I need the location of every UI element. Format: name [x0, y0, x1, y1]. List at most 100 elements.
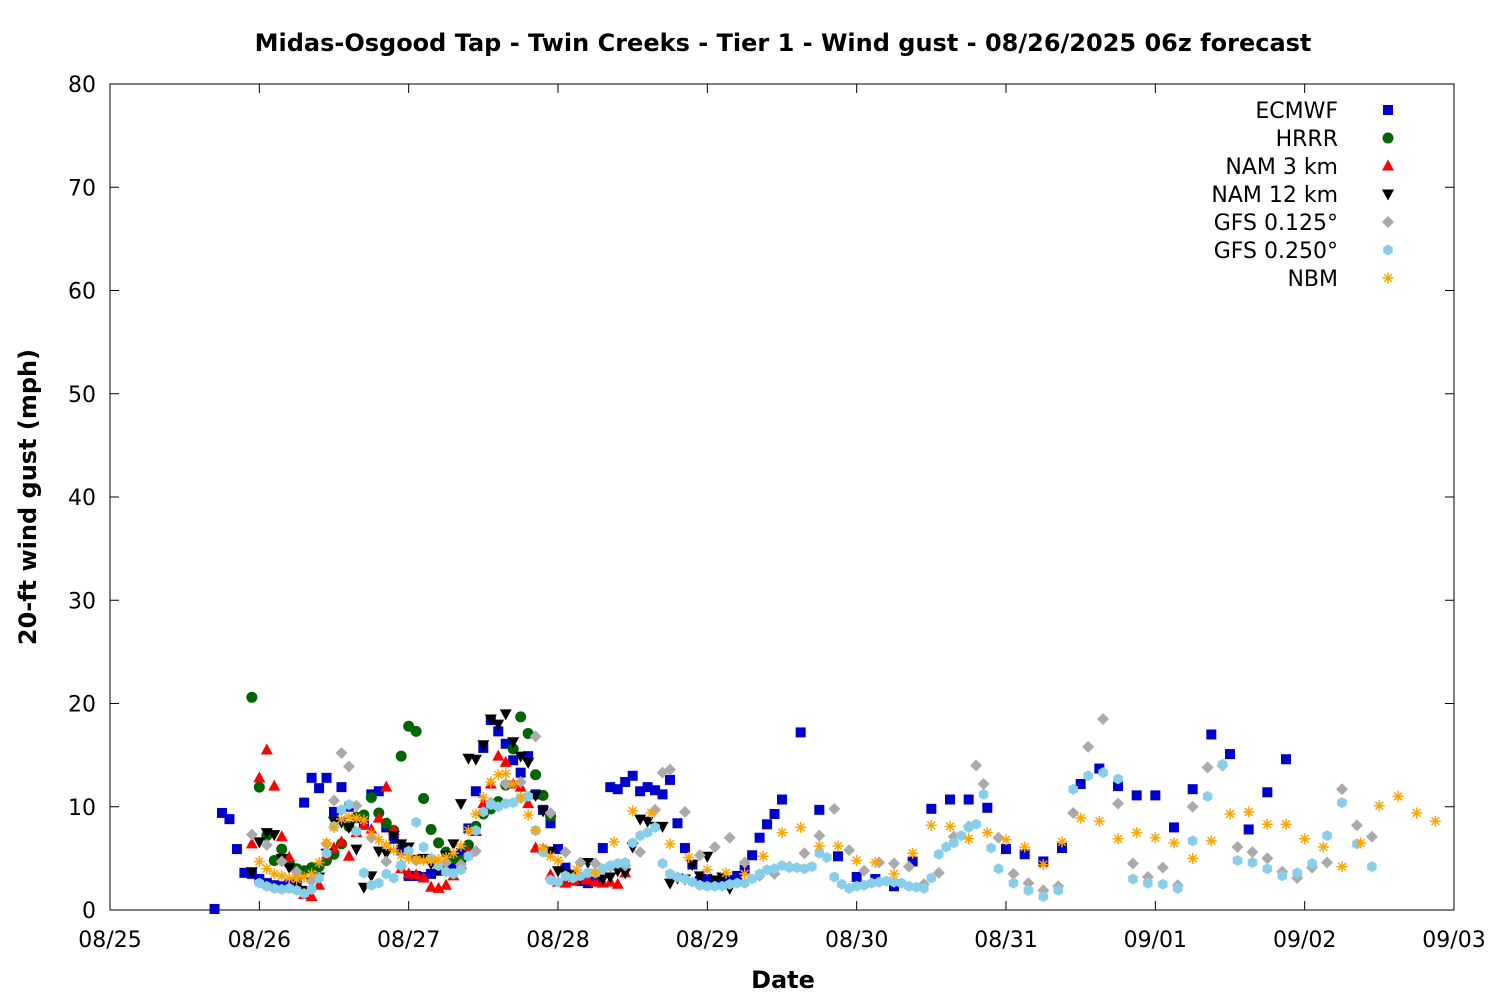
data-point-gfs-0-125 [843, 844, 856, 857]
data-point-gfs-0-125 [245, 828, 258, 841]
data-point-hrrr [395, 750, 407, 762]
data-point-gfs-0-250 [642, 827, 653, 839]
data-point-ecmwf [299, 797, 310, 808]
data-point-ecmwf [1187, 784, 1198, 795]
data-point-gfs-0-125 [664, 763, 676, 776]
data-point-nbm [462, 824, 474, 836]
data-point-ecmwf [597, 843, 608, 854]
data-point-gfs-0-250 [814, 847, 825, 859]
data-point-ecmwf [1206, 729, 1217, 740]
data-point-gfs-0-250 [463, 850, 474, 862]
data-point-nbm [328, 821, 340, 833]
data-point-gfs-0-250 [881, 875, 892, 887]
y-tick-label: 50 [68, 383, 96, 408]
data-point-ecmwf [605, 782, 616, 793]
data-point-gfs-0-250 [911, 881, 922, 893]
data-point-hrrr [462, 839, 474, 851]
data-point-nam-3-km [268, 779, 281, 791]
data-point-nam-3-km [425, 880, 438, 892]
legend-label-nam-3-km: NAM 3 km [1225, 155, 1338, 180]
data-point-gfs-0-250 [523, 790, 533, 802]
data-point-gfs-0-250 [807, 861, 817, 873]
data-point-nam-12-km [552, 866, 564, 878]
data-point-ecmwf [657, 789, 668, 800]
x-tick-label: 08/31 [974, 928, 1037, 953]
x-tick-label: 09/01 [1124, 928, 1187, 953]
data-point-nam-12-km [477, 740, 490, 752]
data-point-ecmwf [642, 782, 653, 793]
data-point-gfs-0-250 [262, 880, 272, 892]
data-point-gfs-0-250 [299, 887, 309, 899]
data-point-gfs-0-250 [403, 845, 414, 857]
data-point-ecmwf [620, 776, 631, 787]
data-point-gfs-0-250 [276, 883, 287, 895]
data-point-gfs-0-250 [418, 841, 429, 853]
data-point-nam-3-km [410, 868, 423, 880]
data-point-gfs-0-250 [1023, 884, 1034, 896]
data-point-gfs-0-250 [1202, 790, 1213, 802]
data-point-nam-3-km [589, 875, 602, 887]
y-axis-label: 20-ft wind gust (mph) [14, 349, 42, 645]
data-point-nbm [530, 824, 542, 836]
data-point-gfs-0-250 [874, 876, 884, 888]
data-point-gfs-0-125 [693, 849, 706, 862]
data-point-nam-12-km [641, 816, 654, 828]
y-tick-label: 0 [82, 899, 96, 924]
data-point-gfs-0-250 [366, 879, 377, 891]
data-point-gfs-0-250 [568, 872, 578, 884]
data-point-ecmwf [336, 782, 347, 793]
data-point-nbm [1019, 841, 1031, 853]
data-point-nbm [1075, 812, 1087, 824]
data-point-gfs-0-125 [1246, 846, 1259, 859]
data-point-nbm [1056, 836, 1068, 848]
data-point-ecmwf [635, 786, 646, 797]
data-point-gfs-0-250 [993, 863, 1004, 875]
data-point-gfs-0-125 [514, 775, 527, 788]
legend-label-hrrr: HRRR [1276, 127, 1338, 152]
legend-label-gfs-0-125: GFS 0.125° [1214, 211, 1338, 236]
data-point-nbm [888, 868, 900, 880]
data-point-nbm [981, 827, 993, 839]
legend-marker-nam-3-km [1382, 159, 1394, 171]
data-point-hrrr [418, 792, 430, 804]
data-point-ecmwf [851, 871, 862, 882]
data-point-gfs-0-125 [678, 805, 691, 818]
data-point-ecmwf [650, 785, 661, 796]
data-point-nam-12-km [537, 806, 550, 818]
data-point-gfs-0-250 [934, 848, 944, 860]
data-point-gfs-0-250 [456, 864, 466, 876]
data-point-ecmwf [1169, 822, 1179, 833]
data-point-nbm [425, 854, 437, 866]
data-point-ecmwf [1019, 849, 1030, 860]
data-point-nam-3-km [440, 878, 452, 890]
data-point-gfs-0-250 [1113, 773, 1123, 785]
y-axis: 0 10 20 30 40 50 60 70 80 [68, 73, 1454, 924]
data-point-ecmwf [795, 727, 806, 738]
data-point-nbm [380, 839, 392, 851]
data-point-nbm [832, 840, 844, 852]
data-point-nbm [1205, 835, 1217, 847]
data-point-nbm [1299, 833, 1311, 845]
data-point-gfs-0-250 [1367, 861, 1377, 873]
data-point-ecmwf [1001, 844, 1011, 855]
x-tick-label: 08/27 [377, 928, 440, 953]
data-point-gfs-0-250 [986, 842, 996, 854]
data-point-ecmwf [224, 814, 235, 825]
data-point-gfs-0-250 [493, 801, 504, 813]
data-point-ecmwf [373, 786, 384, 797]
y-tick-label: 70 [68, 176, 96, 201]
data-point-gfs-0-125 [499, 778, 512, 791]
data-point-nbm [1261, 818, 1273, 830]
data-point-nbm [664, 838, 676, 850]
data-point-gfs-0-250 [829, 871, 840, 883]
data-point-nbm [944, 820, 956, 832]
data-point-nam-12-km [469, 754, 482, 766]
data-point-gfs-0-250 [948, 837, 959, 849]
data-point-nam-12-km [581, 858, 594, 870]
data-point-nbm [418, 854, 430, 866]
data-point-nbm [470, 808, 482, 820]
data-point-nam-12-km [604, 872, 617, 884]
data-point-nam-3-km [380, 780, 393, 792]
data-point-gfs-0-250 [777, 860, 787, 872]
data-point-gfs-0-250 [1187, 835, 1198, 847]
